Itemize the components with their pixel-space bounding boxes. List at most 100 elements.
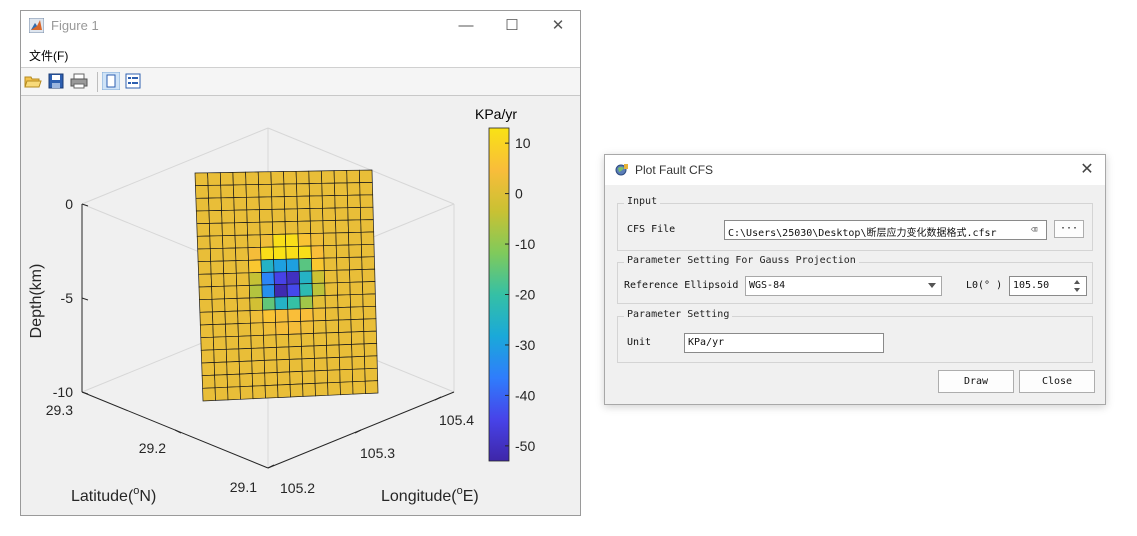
fault-patch-cell bbox=[361, 256, 376, 270]
minimize-button[interactable]: — bbox=[458, 17, 474, 34]
open-icon[interactable] bbox=[24, 72, 42, 90]
fault-patch-cell bbox=[270, 183, 285, 198]
fault-patch-cell bbox=[223, 272, 238, 287]
spin-down-icon[interactable] bbox=[1074, 288, 1080, 292]
fault-patch-cell bbox=[295, 170, 310, 185]
fault-patch-cell bbox=[314, 357, 328, 372]
toolbar-separator bbox=[97, 72, 98, 92]
fault-patch-cell bbox=[199, 324, 214, 339]
figure-icon[interactable] bbox=[102, 72, 120, 90]
fault-patch-cell bbox=[288, 358, 303, 373]
fault-patch-cell bbox=[238, 335, 252, 350]
fault-patch-cell bbox=[258, 183, 273, 198]
print-icon[interactable] bbox=[70, 72, 88, 90]
fault-patch-cell bbox=[326, 357, 341, 371]
fault-patch-cell bbox=[302, 383, 316, 397]
cfs-3d-plot[interactable]: 0 -5 -10 29.3 29.2 29.1 105.2 105.3 105.… bbox=[21, 96, 580, 515]
browse-button[interactable]: ··· bbox=[1054, 220, 1084, 238]
save-icon[interactable] bbox=[47, 72, 65, 90]
fault-patch-cell bbox=[326, 344, 340, 359]
fault-patch-cell bbox=[222, 247, 237, 262]
spin-up-icon[interactable] bbox=[1074, 280, 1080, 284]
fault-patch-cell bbox=[323, 257, 338, 271]
fault-patch-cell bbox=[224, 310, 239, 325]
fault-patch-cell bbox=[225, 348, 240, 363]
fault-patch-cell bbox=[271, 208, 286, 223]
fault-patch-cell bbox=[359, 194, 374, 208]
fault-patch-cell bbox=[246, 221, 261, 236]
reference-ellipsoid-select[interactable]: WGS-84 bbox=[745, 276, 942, 296]
unit-input[interactable]: KPa/yr bbox=[684, 333, 884, 353]
y-tick-2: 29.1 bbox=[230, 479, 257, 495]
fault-patch-cell bbox=[297, 220, 312, 235]
fault-patch-cell bbox=[350, 331, 365, 345]
fault-patch-cell bbox=[326, 369, 341, 384]
figure-titlebar[interactable]: Figure 1 — ☐ ✕ bbox=[21, 11, 580, 41]
x-axis-label: Longitude(oE) bbox=[381, 485, 479, 505]
panel-icon[interactable] bbox=[124, 72, 142, 90]
fault-patch-cell bbox=[209, 235, 224, 250]
menu-file[interactable]: 文件(F) bbox=[29, 49, 69, 63]
fault-patch-cell bbox=[351, 368, 366, 383]
fault-patch-cell bbox=[259, 221, 274, 236]
fault-patch-cell bbox=[233, 209, 248, 224]
colorbar-ticks: 10 0 -10 -20 -30 -40 -50 bbox=[505, 135, 535, 454]
fault-patch-cell bbox=[363, 330, 378, 345]
fault-patch-cell bbox=[198, 273, 212, 288]
fault-patch-cell bbox=[252, 385, 266, 400]
figure-canvas: 0 -5 -10 29.3 29.2 29.1 105.2 105.3 105.… bbox=[21, 96, 580, 515]
clear-icon[interactable]: ⌫ bbox=[1024, 221, 1044, 239]
fault-patch-cell bbox=[219, 172, 234, 186]
fault-patch-cell bbox=[194, 172, 209, 187]
dialog-title: Plot Fault CFS bbox=[635, 163, 714, 177]
l0-spinbox[interactable]: 105.50 bbox=[1009, 276, 1087, 296]
fault-patch-cell bbox=[274, 308, 289, 323]
fault-patch-cell bbox=[296, 208, 311, 222]
fault-patch-cell bbox=[207, 172, 222, 186]
fault-patch-cell bbox=[211, 285, 225, 300]
fault-patch-cell bbox=[197, 248, 212, 263]
draw-button[interactable]: Draw bbox=[938, 370, 1014, 393]
cfs-file-input[interactable]: C:\Users\25030\Desktop\断层应力变化数据格式.cfsr ⌫ bbox=[724, 220, 1047, 240]
fault-patch-cell bbox=[337, 306, 352, 321]
colorbar-tick-label: 0 bbox=[515, 186, 523, 202]
close-dialog-button[interactable]: Close bbox=[1019, 370, 1095, 393]
fault-patch-cell bbox=[334, 207, 349, 221]
fault-patch-cell bbox=[210, 273, 225, 287]
fault-patch-cell bbox=[276, 346, 290, 361]
fault-patch-cell bbox=[270, 171, 285, 185]
fault-patch-cell bbox=[298, 245, 312, 260]
dialog-titlebar[interactable]: Plot Fault CFS ✕ bbox=[605, 155, 1105, 185]
l0-value: 105.50 bbox=[1013, 280, 1050, 291]
fault-patch-cell bbox=[251, 360, 266, 374]
fault-patch-cell bbox=[207, 184, 222, 199]
fault-patch-cell bbox=[284, 208, 299, 222]
fault-patch-cell bbox=[287, 308, 302, 323]
fault-patch-cell bbox=[336, 281, 351, 296]
z-tick-1: -5 bbox=[61, 290, 74, 306]
l0-label: L0(° ) bbox=[966, 280, 1003, 291]
fault-patch-cell bbox=[360, 219, 375, 233]
maximize-button[interactable]: ☐ bbox=[505, 17, 519, 34]
fault-patch-cell bbox=[350, 306, 364, 320]
fault-patch-cell bbox=[286, 283, 301, 298]
fault-patch-cell bbox=[364, 380, 379, 394]
cfs-file-value: C:\Users\25030\Desktop\断层应力变化数据格式.cfsr bbox=[728, 228, 997, 239]
fault-patch-cell bbox=[285, 233, 299, 248]
fault-patch-cell bbox=[338, 331, 352, 346]
fault-patch-cell bbox=[227, 386, 241, 401]
fault-patch-cell bbox=[249, 309, 264, 324]
close-button[interactable]: ✕ bbox=[551, 17, 565, 34]
fault-patch-cell bbox=[297, 233, 312, 247]
fault-patch-cell bbox=[364, 367, 379, 382]
fault-patch-cell bbox=[232, 184, 247, 198]
y-tick-1: 29.2 bbox=[139, 440, 166, 456]
dialog-close-button[interactable]: ✕ bbox=[1080, 161, 1094, 178]
fault-patch-cell bbox=[298, 258, 313, 272]
fault-patch-cell bbox=[314, 369, 328, 384]
fault-patch-cell bbox=[272, 221, 286, 235]
z-tick-0: 0 bbox=[65, 196, 73, 212]
fault-patch-cell bbox=[276, 371, 291, 386]
fault-patch-cell bbox=[199, 311, 214, 326]
colorbar-tick-label: -30 bbox=[515, 337, 535, 353]
